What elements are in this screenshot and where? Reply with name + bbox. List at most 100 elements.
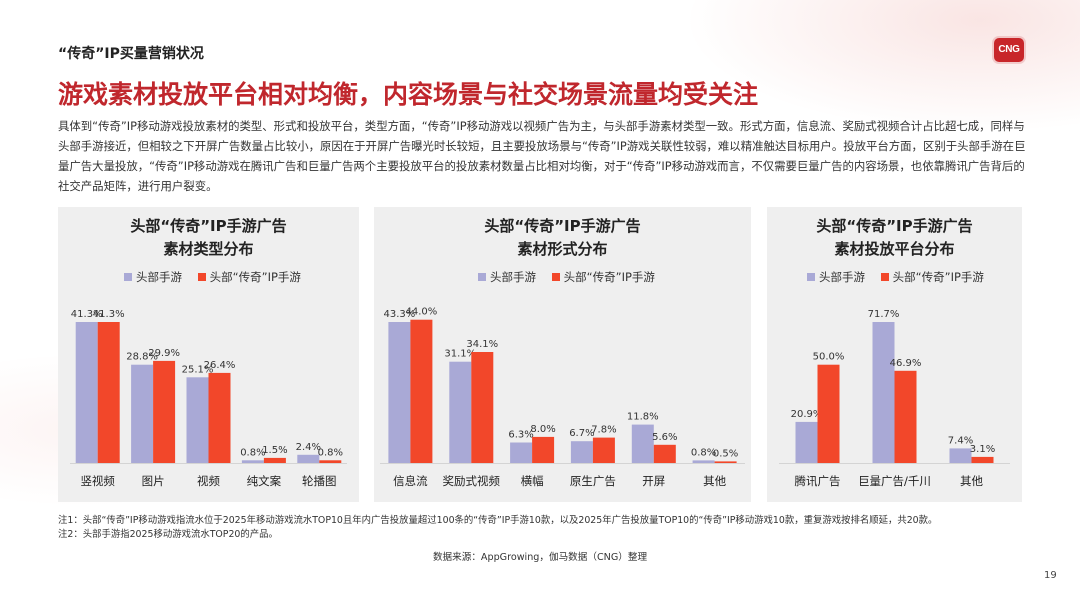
legend-swatch — [197, 273, 206, 281]
bar-top-games — [795, 421, 818, 463]
chart-panel-platform: 头部“传奇”IP手游广告 素材投放平台分布 头部手游 头部“传奇”IP手游 20… — [767, 207, 1022, 502]
category-label: 图片 — [142, 474, 165, 488]
bar-legend-ip-games — [894, 370, 917, 463]
bar-legend-ip-games — [410, 319, 433, 463]
bar-top-games — [449, 361, 472, 463]
chart-title-line1: 头部“传奇”IP手游广告 — [484, 217, 641, 235]
chart-svg: 43.3%44.0% 信息流 31.1%34.1% 奖励式视频 6.3%8.0% 横幅 6.… — [380, 307, 745, 488]
bar-legend-ip-games — [153, 360, 176, 463]
data-label: 7.8% — [591, 425, 616, 436]
chart-title-line1: 头部“传奇”IP手游广告 — [130, 217, 287, 235]
data-label: 0.8% — [240, 447, 265, 458]
legend-label: 头部“传奇”IP手游 — [892, 270, 984, 284]
category-label: 其他 — [703, 474, 726, 488]
footnote-1: 注1：头部“传奇”IP移动游戏指流水位于2025年移动游戏流水TOP10且年内广… — [58, 515, 938, 526]
category-label: 轮播图 — [302, 474, 337, 488]
legend-label: 头部“传奇”IP手游 — [209, 270, 301, 284]
bar-legend-ip-games — [532, 436, 555, 463]
chart-title-line2: 素材类型分布 — [163, 240, 254, 258]
category-label: 原生广告 — [570, 474, 616, 488]
bar-top-games — [872, 322, 895, 463]
data-label: 6.7% — [569, 428, 594, 439]
data-label: 2.4% — [296, 442, 321, 453]
bar-top-games — [297, 454, 320, 463]
data-label: 71.7% — [868, 309, 900, 320]
category-label: 竖视频 — [80, 474, 115, 488]
bar-legend-ip-games — [471, 352, 494, 463]
bar-top-games — [388, 322, 411, 463]
category-label: 视频 — [197, 474, 220, 488]
data-label: 20.9% — [791, 409, 823, 420]
legend-item-a: 头部手游 — [807, 270, 865, 284]
legend-label: 头部“传奇”IP手游 — [563, 270, 655, 284]
page-number: 19 — [1044, 570, 1057, 581]
data-label: 5.6% — [652, 432, 677, 443]
data-label: 26.4% — [204, 360, 236, 371]
bar-top-games — [75, 322, 98, 463]
bar-top-games — [510, 442, 533, 463]
data-label: 43.3% — [384, 309, 416, 320]
legend-item-b: 头部“传奇”IP手游 — [880, 270, 984, 284]
legend-swatch — [551, 273, 560, 281]
chart-legend: 头部手游 头部“传奇”IP手游 — [807, 269, 996, 285]
intro-paragraph: 具体到“传奇”IP移动游戏投放素材的类型、形式和投放平台，类型方面，“传奇”IP… — [58, 119, 1026, 193]
data-label: 41.3% — [71, 309, 103, 320]
data-source: 数据来源：AppGrowing，伽马数据（CNG）整理 — [432, 552, 648, 563]
data-label: 0.5% — [713, 448, 738, 459]
data-label: 0.8% — [691, 447, 716, 458]
data-label: 50.0% — [813, 352, 845, 363]
legend-item-b: 头部“传奇”IP手游 — [197, 270, 301, 284]
bar-top-games — [186, 377, 209, 463]
data-label: 41.3% — [93, 309, 125, 320]
chart-legend: 头部手游 头部“传奇”IP手游 — [478, 269, 667, 285]
bar-top-games — [692, 460, 715, 463]
footnote-2: 注2：头部手游指2025移动游戏流水TOP20的产品。 — [58, 529, 278, 540]
data-label: 34.1% — [466, 339, 498, 350]
legend-swatch — [124, 273, 132, 281]
legend-label: 头部手游 — [819, 270, 865, 284]
data-label: 11.8% — [627, 412, 659, 423]
chart-svg: 41.3%41.3% 竖视频 28.8%29.9% 图片 25.1%26.4% 视频 0.8… — [70, 309, 347, 488]
data-label: 1.5% — [262, 445, 287, 456]
category-label: 奖励式视频 — [443, 474, 501, 488]
chart-title-line1: 头部“传奇”IP手游广告 — [816, 217, 973, 235]
chart-svg: 20.9% 50.0% 腾讯广告 71.7% 46.9% 巨量广告/千川 7.4%3.1% 其… — [779, 309, 1010, 488]
data-label: 28.8% — [126, 352, 158, 363]
chart-panel-format: 头部“传奇”IP手游广告 素材形式分布 头部手游 头部“传奇”IP手游 43.3… — [374, 207, 751, 502]
legend-item-a: 头部手游 — [124, 270, 182, 284]
category-label: 开屏 — [642, 474, 665, 488]
bar-legend-ip-games — [592, 437, 615, 463]
category-label: 纯文案 — [247, 474, 282, 488]
bar-top-games — [570, 441, 593, 463]
bar-legend-ip-games — [208, 372, 231, 463]
category-label: 巨量广告/千川 — [858, 474, 931, 488]
legend-swatch — [880, 273, 889, 281]
chart-title: 头部“传奇”IP手游广告 素材投放平台分布 — [767, 215, 1022, 261]
legend-item-b: 头部“传奇”IP手游 — [551, 270, 655, 284]
category-label: 腾讯广告 — [795, 474, 841, 488]
category-label: 信息流 — [393, 474, 428, 488]
category-label: 其他 — [960, 474, 983, 488]
footnotes: 注1：头部“传奇”IP移动游戏指流水位于2025年移动游戏流水TOP10且年内广… — [58, 514, 937, 542]
legend-swatch — [478, 273, 486, 281]
data-label: 29.9% — [148, 348, 180, 359]
chart-panel-type: 头部“传奇”IP手游广告 素材类型分布 头部手游 头部“传奇”IP手游 41.3… — [58, 207, 359, 502]
data-label: 44.0% — [406, 307, 438, 318]
bar-top-games — [949, 448, 972, 463]
chart-legend: 头部手游 头部“传奇”IP手游 — [124, 269, 313, 285]
bar-legend-ip-games — [263, 457, 286, 463]
bar-top-games — [241, 460, 264, 463]
data-label: 46.9% — [890, 358, 922, 369]
chart-title-line2: 素材形式分布 — [517, 240, 608, 258]
bar-legend-ip-games — [319, 460, 342, 463]
data-label: 6.3% — [508, 430, 533, 441]
data-label: 8.0% — [530, 424, 555, 435]
chart-title: 头部“传奇”IP手游广告 素材类型分布 — [58, 215, 359, 261]
category-label: 横幅 — [521, 474, 544, 488]
legend-item-a: 头部手游 — [478, 270, 536, 284]
bar-legend-ip-games — [971, 456, 994, 463]
page-title: 游戏素材投放平台相对均衡，内容场景与社交场景流量均受关注 — [58, 80, 759, 109]
bar-legend-ip-games — [817, 364, 840, 463]
bar-legend-ip-games — [97, 322, 120, 463]
section-label: “传奇”IP买量营销状况 — [58, 46, 204, 62]
